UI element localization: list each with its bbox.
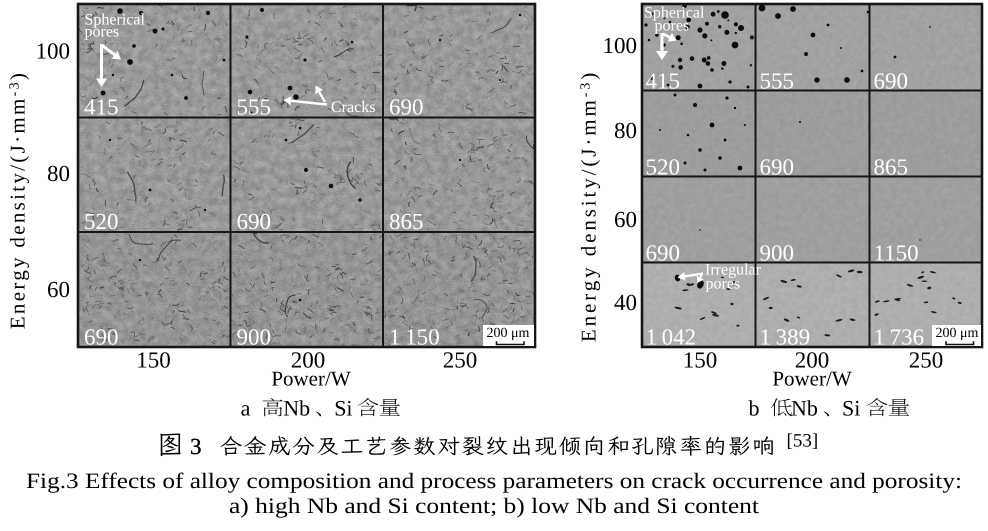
svg-text:80: 80 [47,161,70,186]
svg-text:Nb: Nb [791,396,818,421]
svg-text:555: 555 [237,95,272,120]
svg-text:Energy density/(J·mm-3): Energy density/(J·mm-3) [577,70,601,342]
svg-text:Fig.3 Effects of alloy composi: Fig.3 Effects of alloy composition and p… [26,468,962,493]
svg-text:1 150: 1 150 [389,325,440,350]
svg-text:200 μm: 200 μm [487,326,530,341]
svg-text:60: 60 [614,207,637,232]
svg-text:Si: Si [842,396,860,421]
svg-text:415: 415 [646,69,681,94]
svg-text:865: 865 [389,209,424,234]
svg-text:100: 100 [36,39,71,64]
svg-text:1 736: 1 736 [874,325,925,350]
svg-text:a: a [241,396,251,421]
svg-text:a) high Nb and Si content; b): a) high Nb and Si content; b) low Nb and… [229,493,759,518]
svg-text:Spherical: Spherical [644,5,705,22]
svg-text:520: 520 [84,209,119,234]
svg-text:690: 690 [389,95,424,120]
svg-text:200 μm: 200 μm [936,326,979,341]
svg-text:Nb: Nb [283,396,310,421]
svg-text:60: 60 [47,277,70,302]
svg-text:Power/W: Power/W [271,367,350,391]
svg-text:Cracks: Cracks [331,99,375,116]
svg-text:pores: pores [85,24,120,41]
svg-text:Irregular: Irregular [705,262,762,279]
svg-text:900: 900 [760,241,795,266]
svg-text:250: 250 [443,348,478,373]
svg-text:40: 40 [614,290,637,315]
svg-text:900: 900 [237,325,272,350]
svg-text:1 042: 1 042 [646,325,697,350]
svg-text:520: 520 [646,155,681,180]
svg-text:80: 80 [614,118,637,143]
svg-text:865: 865 [874,155,909,180]
svg-text:690: 690 [646,241,681,266]
svg-text:415: 415 [84,95,119,120]
svg-text:200: 200 [795,348,830,373]
svg-text:Spherical: Spherical [85,12,146,29]
svg-text:250: 250 [909,348,944,373]
svg-text:200: 200 [291,348,326,373]
svg-text:1 389: 1 389 [760,325,811,350]
svg-text:Si: Si [334,396,352,421]
svg-text:pores: pores [655,18,690,35]
svg-text:3: 3 [190,434,202,459]
svg-text:Power/W: Power/W [772,367,851,391]
svg-text:690: 690 [84,325,119,350]
svg-text:150: 150 [136,348,171,373]
svg-text:Energy density/(J·mm-3): Energy density/(J·mm-3) [6,71,30,329]
svg-text:1150: 1150 [874,241,919,266]
svg-text:[53]: [53] [787,430,819,451]
svg-text:150: 150 [683,348,718,373]
svg-text:690: 690 [874,69,909,94]
svg-text:100: 100 [603,33,638,58]
svg-text:555: 555 [760,69,795,94]
svg-text:690: 690 [760,155,795,180]
svg-text:690: 690 [237,209,272,234]
svg-text:pores: pores [706,275,741,292]
svg-text:b: b [749,396,760,421]
